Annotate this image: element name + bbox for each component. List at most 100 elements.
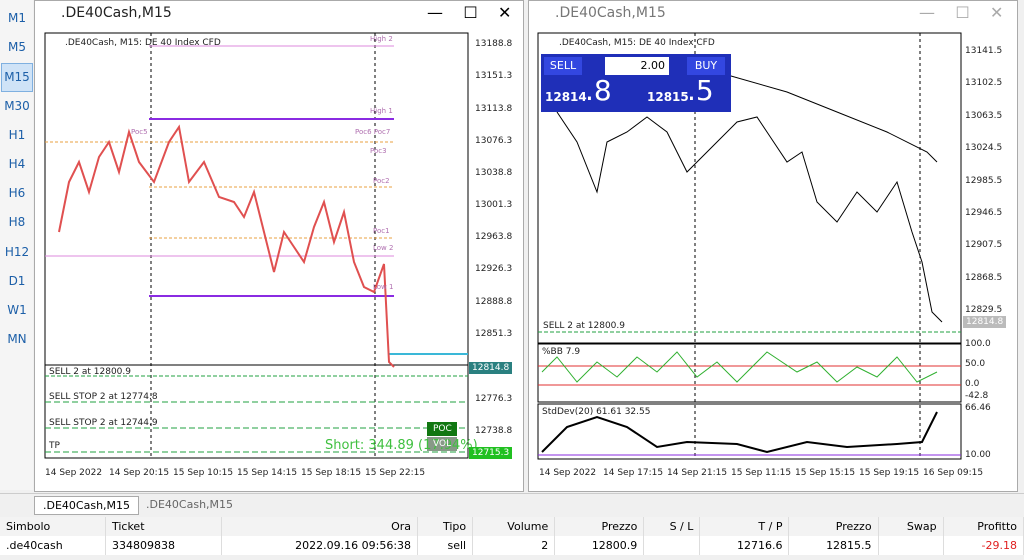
order-label: SELL 2 at 12800.9 [49, 367, 131, 377]
price-label: 12888.8 [475, 297, 513, 307]
price-label: 12851.3 [475, 329, 513, 339]
tp-tag: 12715.3 [469, 447, 513, 459]
price-label: 12985.5 [965, 175, 1003, 186]
column-header[interactable]: Ticket [105, 517, 222, 536]
time-label: 14 Sep 21:15 [667, 468, 728, 478]
time-label: 15 Sep 15:15 [795, 468, 856, 478]
timeframe-button[interactable]: D1 [8, 273, 26, 288]
symbol-label: .DE40Cash, M15: DE 40 Index CFD [559, 38, 715, 48]
price-label: 12776.3 [475, 394, 513, 404]
timeframe-button[interactable]: MN [7, 332, 27, 347]
order-label: SELL 2 at 12800.9 [543, 321, 625, 331]
timeframe-button[interactable]: H6 [8, 186, 26, 201]
cell: 334809838 [105, 536, 222, 555]
window-title: .DE40Cash,M15 [61, 5, 172, 21]
volume-input[interactable]: 2.00 [605, 57, 669, 75]
level-label: Poc2 [373, 177, 390, 185]
time-label: 14 Sep 2022 [45, 468, 103, 478]
price-label: 12907.5 [965, 240, 1003, 251]
time-label: 15 Sep 19:15 [859, 468, 920, 478]
indicator-axis: 0.0 [965, 379, 980, 389]
timeframe-bar: M1 M5 M15 M30 H1 H4 H6 H8 H12 D1 W1 MN [0, 0, 33, 490]
indicator-label: %BB 7.9 [542, 347, 581, 357]
timeframe-button[interactable]: M1 [8, 11, 26, 25]
trade-row[interactable]: .de40cash 334809838 2022.09.16 09:56:38 sel… [0, 536, 1024, 555]
level-label: High 2 [370, 35, 393, 43]
indicator-axis: 100.0 [965, 339, 991, 349]
level-label: Poc5 [131, 128, 148, 136]
cell: 2022.09.16 09:56:38 [221, 536, 419, 555]
level-label: Poc3 [370, 147, 387, 155]
window-controls[interactable]: — ☐ ✕ [919, 3, 1004, 22]
column-header[interactable]: Prezzo [788, 517, 879, 536]
price-label: 13001.3 [475, 200, 513, 210]
timeframe-button[interactable]: M5 [8, 40, 26, 55]
price-label: 13151.3 [475, 71, 513, 81]
price-label: 13024.5 [965, 143, 1003, 154]
vol-button[interactable]: VOL [433, 439, 452, 449]
short-label: Short: 344.89 (17.94%) [325, 438, 478, 453]
column-header[interactable]: Tipo [417, 517, 474, 536]
bid-main: 12814 [545, 90, 587, 104]
column-header[interactable]: Simbolo [0, 517, 106, 536]
cell: 2 [472, 536, 556, 555]
level-label: Poc1 [373, 227, 390, 235]
symbol-label: .DE40Cash, M15: DE 40 Index CFD [65, 38, 221, 48]
sell-button[interactable]: SELL [544, 57, 582, 75]
cell: -29.18 [943, 536, 1024, 555]
order-label: SELL STOP 2 at 12774.8 [49, 392, 158, 402]
time-label: 14 Sep 20:15 [109, 468, 170, 478]
chart-window-right: .DE40Cash,M15 — ☐ ✕ SELL 2.00 BUY 12814 … [528, 0, 1018, 492]
column-header[interactable]: Profitto [943, 517, 1024, 536]
price-label: 13063.5 [965, 110, 1003, 121]
order-label: SELL STOP 2 at 12744.9 [49, 418, 158, 428]
column-header[interactable]: Ora [221, 517, 419, 536]
timeframe-button[interactable]: W1 [7, 303, 27, 317]
timeframe-button[interactable]: H12 [4, 244, 30, 259]
price-label: 13038.8 [475, 168, 513, 178]
timeframe-button[interactable]: H1 [8, 127, 26, 142]
price-label: 13102.5 [965, 78, 1003, 89]
indicator-axis: 50.0 [965, 359, 986, 369]
chart-window-left: .DE40Cash,M15 — ☐ ✕ .DE40Cash, M15: DE 4… [34, 0, 524, 492]
time-label: 15 Sep 11:15 [731, 468, 792, 478]
bid-big: .8 [585, 74, 612, 107]
column-header[interactable]: Volume [472, 517, 556, 536]
tab[interactable]: .DE40Cash,M15 [34, 496, 140, 515]
level-label: Low 1 [373, 283, 394, 291]
timeframe-button[interactable]: M30 [4, 98, 30, 113]
indicator-axis: -42.8 [965, 391, 989, 401]
price-label: 13141.5 [965, 46, 1003, 56]
price-tag: 12814.8 [963, 316, 1007, 328]
price-label: 12738.8 [475, 426, 513, 436]
time-label: 16 Sep 09:15 [923, 468, 984, 478]
level-label: High 1 [370, 107, 393, 115]
cell: sell [417, 536, 474, 555]
poc-button[interactable]: POC [433, 424, 452, 434]
trade-panel: SELL 2.00 BUY 12814 .8 12815 .5 [541, 54, 731, 112]
cell: 12815.5 [788, 536, 879, 555]
window-controls[interactable]: — ☐ ✕ [427, 3, 512, 22]
cell [878, 536, 944, 555]
indicator-axis: 66.46 [965, 403, 991, 413]
timeframe-button[interactable]: H8 [8, 215, 26, 230]
level-label: Poc6 Poc7 [355, 128, 391, 136]
ask-main: 12815 [647, 90, 689, 104]
column-header[interactable]: T / P [699, 517, 790, 536]
column-header[interactable]: Swap [878, 517, 944, 536]
price-label: 13113.8 [475, 104, 513, 114]
ask-big: .5 [687, 74, 714, 107]
column-header[interactable]: Prezzo [554, 517, 645, 536]
timeframe-button[interactable]: H4 [8, 157, 26, 171]
time-label: 14 Sep 2022 [539, 468, 597, 478]
indicator-label: StdDev(20) 61.61 32.55 [542, 407, 651, 417]
price-label: 12829.5 [965, 305, 1003, 316]
timeframe-button[interactable]: M15 [1, 63, 33, 93]
price-label: 13188.8 [475, 39, 513, 49]
column-header[interactable]: S / L [643, 517, 701, 536]
buy-button[interactable]: BUY [687, 57, 725, 75]
tab[interactable]: .DE40Cash,M15 [146, 498, 234, 511]
price-label: 12926.3 [475, 264, 513, 274]
